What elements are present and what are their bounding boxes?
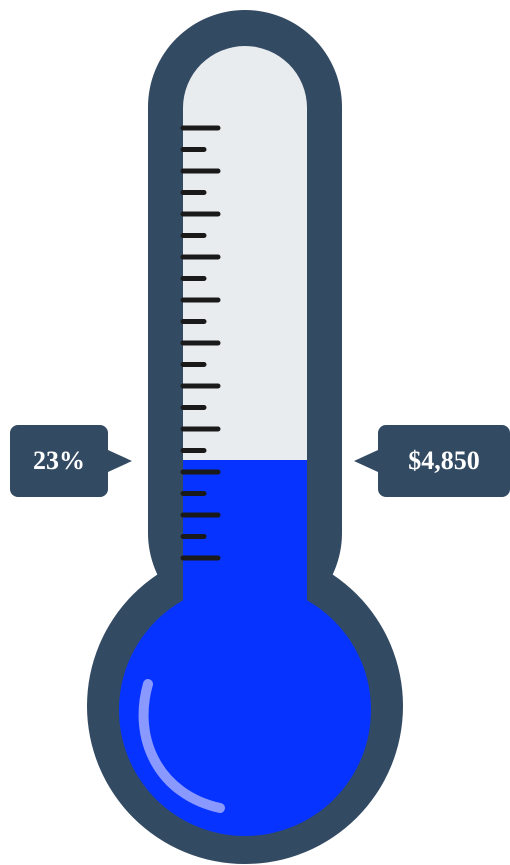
bulb-highlight [138,679,225,813]
percent-label: 23% [33,446,85,475]
thermometer-bulb [119,584,371,836]
amount-label: $4,850 [408,446,480,475]
percent-callout: 23% [10,425,132,497]
amount-callout: $4,850 [354,425,510,497]
thermometer-scale-ticks [180,125,221,561]
